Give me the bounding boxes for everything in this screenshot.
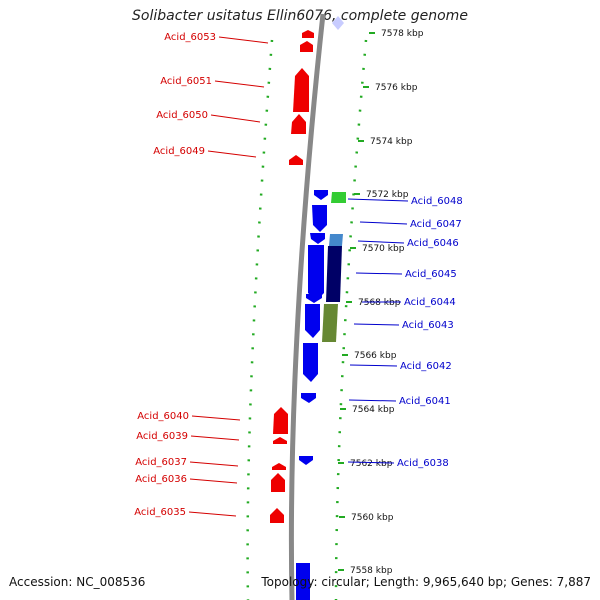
scale-tick-label: 7574 kbp xyxy=(370,137,413,147)
gene-leader-line xyxy=(347,198,409,202)
gene-leader-line xyxy=(207,150,257,158)
topology-text: Topology: circular; Length: 9,965,640 bp… xyxy=(261,575,591,589)
scale-tick-label: 7578 kbp xyxy=(381,29,424,39)
gene-label: Acid_6048 xyxy=(411,196,463,207)
gene-arrow-acid-6038 xyxy=(299,456,313,465)
scale-tick-label: 7570 kbp xyxy=(362,244,405,254)
gene-arrow-acid-6043 xyxy=(305,304,320,338)
gene-arrow-bottom xyxy=(296,563,310,600)
gene-label: Acid_6051 xyxy=(160,76,212,87)
gene-label: Acid_6053 xyxy=(164,32,216,43)
gene-label: Acid_6047 xyxy=(410,219,462,230)
scale-tick-label: 7572 kbp xyxy=(366,190,409,200)
gene-leader-line xyxy=(359,221,408,225)
gene-arrow-acid-6042 xyxy=(303,343,318,382)
cog-box-lightblue xyxy=(329,234,343,246)
cog-box-green xyxy=(331,192,346,203)
gene-label: Acid_6038 xyxy=(397,458,449,469)
scale-tick-label: 7568 kbp xyxy=(358,298,401,308)
gene-leader-line xyxy=(189,478,238,484)
scale-tick-label: 7562 kbp xyxy=(350,459,393,469)
gene-label: Acid_6049 xyxy=(153,146,205,157)
gene-label: Acid_6045 xyxy=(405,269,457,280)
gene-leader-line xyxy=(189,461,239,467)
scale-tick-label: 7564 kbp xyxy=(352,405,395,415)
gene-leader-line xyxy=(353,323,400,326)
gene-arrow-acid-6036 xyxy=(271,473,285,492)
gene-label: Acid_6046 xyxy=(407,238,459,249)
gene-leader-line xyxy=(349,364,398,367)
cog-box-navy xyxy=(326,246,342,302)
gene-leader-line xyxy=(355,272,403,275)
gene-leader-line xyxy=(191,415,241,421)
gene-label: Acid_6050 xyxy=(156,110,208,121)
scale-tick-label: 7560 kbp xyxy=(351,513,394,523)
gene-arrow-acid-6053a xyxy=(302,30,314,38)
gene-arrow-acid-6040 xyxy=(273,407,288,434)
gene-label: Acid_6041 xyxy=(399,396,451,407)
gene-arrow-acid-6046 xyxy=(310,233,325,244)
gene-arrow-acid-6053b xyxy=(300,41,313,52)
gene-arrow-acid-6048 xyxy=(314,190,328,200)
gene-label: Acid_6037 xyxy=(135,457,187,468)
gene-arrow-acid-6035 xyxy=(270,508,284,523)
gene-leader-line xyxy=(218,36,269,44)
gene-leader-line xyxy=(214,80,265,88)
genome-backbone xyxy=(288,13,326,600)
gene-label: Acid_6043 xyxy=(402,320,454,331)
top-marker-icon xyxy=(332,16,344,30)
gene-leader-line xyxy=(210,114,261,123)
gene-label: Acid_6036 xyxy=(135,474,187,485)
scale-tick-label: 7566 kbp xyxy=(354,351,397,361)
accession-text: Accession: NC_008536 xyxy=(9,575,146,589)
gene-label: Acid_6040 xyxy=(137,411,189,422)
gene-leader-line xyxy=(188,511,237,517)
gene-arrow-acid-6051 xyxy=(293,68,309,112)
gene-label: Acid_6035 xyxy=(134,507,186,518)
gene-arrow-acid-6047 xyxy=(312,205,327,232)
gene-arrow-acid-6041 xyxy=(301,393,316,403)
cog-boxes xyxy=(322,192,346,342)
gene-label: Acid_6044 xyxy=(404,297,456,308)
gene-arrow-acid-6049 xyxy=(289,155,303,165)
gene-leader-line xyxy=(348,399,397,402)
gene-arrow-acid-6037 xyxy=(272,463,286,470)
gene-leader-line xyxy=(357,240,405,244)
gene-arrow-acid-6039 xyxy=(273,437,287,444)
gene-arrow-acid-6044 xyxy=(306,294,322,303)
reverse-strand-genes xyxy=(270,30,314,523)
reverse-gene-labels: Acid_6053 Acid_6051 Acid_6050 Acid_6049 Acid… xyxy=(134,32,269,518)
gene-leader-line xyxy=(190,435,240,441)
map-title: Solibacter usitatus Ellin6076, complete … xyxy=(132,8,468,24)
ruler-left xyxy=(246,39,274,600)
scale-tick-label: 7558 kbp xyxy=(350,566,393,576)
gene-arrow-acid-6045 xyxy=(308,245,324,301)
forward-strand-genes xyxy=(296,190,328,600)
scale-tick-label: 7576 kbp xyxy=(375,83,418,93)
gene-label: Acid_6039 xyxy=(136,431,188,442)
gene-label: Acid_6042 xyxy=(400,361,452,372)
gene-arrow-acid-6050 xyxy=(291,114,306,134)
gene-leader-line xyxy=(347,461,395,464)
ruler-right xyxy=(334,39,368,600)
forward-gene-labels: Acid_6048 Acid_6047 Acid_6046 Acid_6045 Acid… xyxy=(347,196,463,469)
cog-box-olive xyxy=(322,304,338,342)
